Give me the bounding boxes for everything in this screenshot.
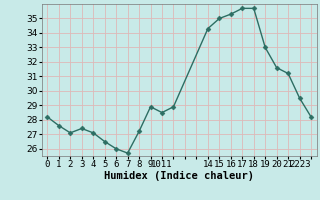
X-axis label: Humidex (Indice chaleur): Humidex (Indice chaleur) — [104, 171, 254, 181]
